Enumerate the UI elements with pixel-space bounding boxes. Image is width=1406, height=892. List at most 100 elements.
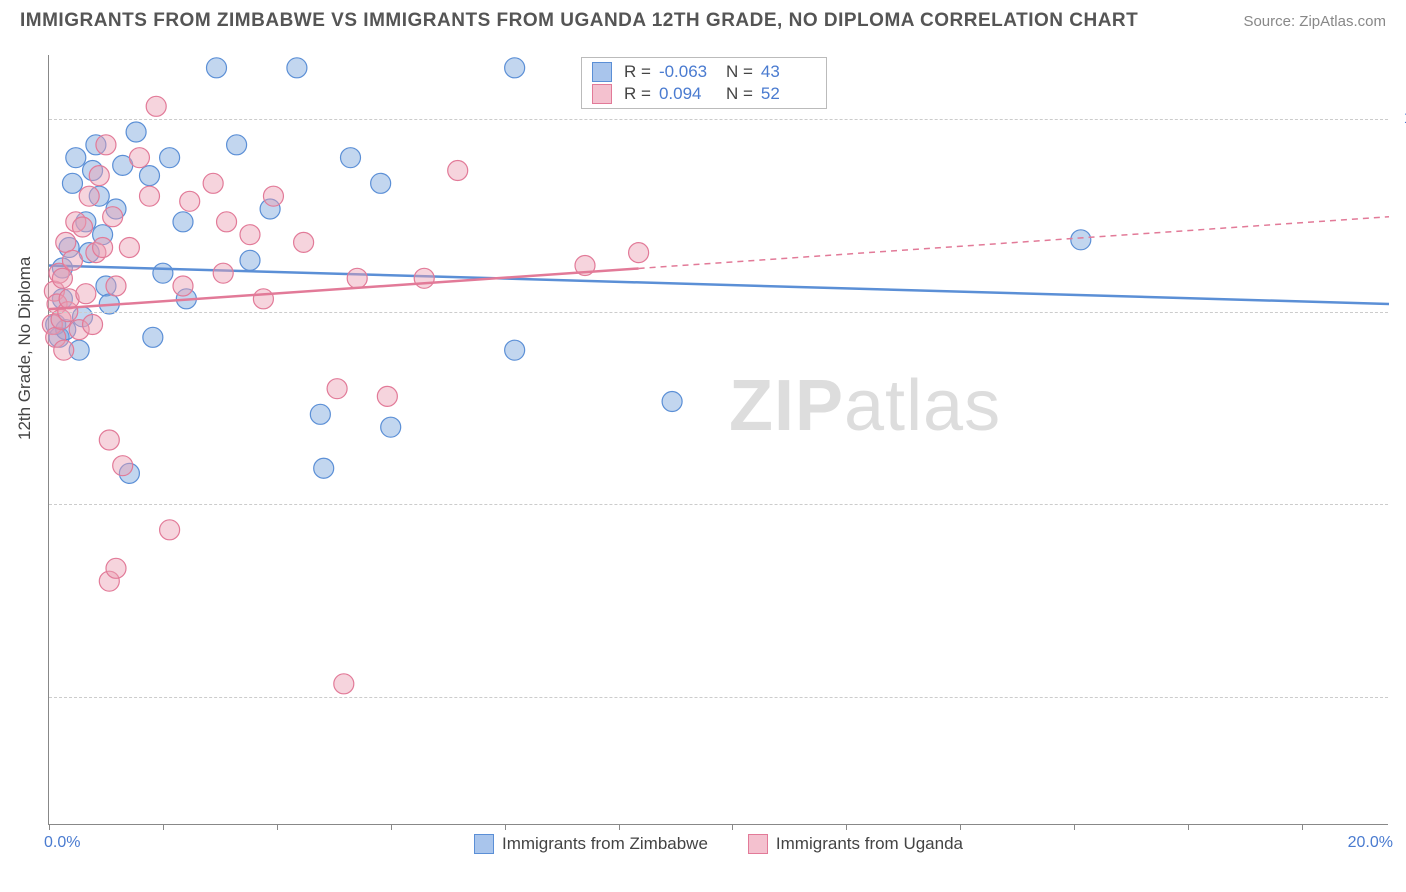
gridline-h [49, 312, 1388, 313]
scatter-point [227, 135, 247, 155]
y-tick-label: 92.5% [1398, 303, 1406, 321]
scatter-point [126, 122, 146, 142]
scatter-point [381, 417, 401, 437]
scatter-point [505, 340, 525, 360]
scatter-point [89, 166, 109, 186]
gridline-h [49, 697, 1388, 698]
stat-r-label: R = [624, 62, 651, 82]
scatter-point [153, 263, 173, 283]
x-tick-label: 20.0% [1348, 834, 1393, 852]
legend-swatch [748, 834, 768, 854]
scatter-point [217, 212, 237, 232]
x-tick-mark [960, 824, 961, 830]
scatter-point [629, 243, 649, 263]
chart-plot-area: ZIPatlas R =-0.063N =43R =0.094N =52 Imm… [48, 55, 1388, 825]
scatter-point [99, 430, 119, 450]
scatter-point [213, 263, 233, 283]
scatter-point [143, 327, 163, 347]
stat-r-value: 0.094 [659, 84, 714, 104]
scatter-point [263, 186, 283, 206]
legend-label: Immigrants from Uganda [776, 834, 963, 854]
legend-swatch [592, 84, 612, 104]
scatter-point [106, 276, 126, 296]
scatter-point [160, 148, 180, 168]
scatter-point [62, 250, 82, 270]
legend-item: Immigrants from Zimbabwe [474, 834, 708, 854]
scatter-point [160, 520, 180, 540]
legend-item: Immigrants from Uganda [748, 834, 963, 854]
scatter-point [448, 161, 468, 181]
x-tick-mark [1302, 824, 1303, 830]
scatter-point [54, 340, 74, 360]
y-tick-label: 100.0% [1398, 110, 1406, 128]
trend-line [49, 265, 1389, 304]
scatter-point [310, 404, 330, 424]
x-tick-mark [163, 824, 164, 830]
scatter-point [294, 232, 314, 252]
y-axis-label: 12th Grade, No Diploma [15, 257, 35, 440]
stat-n-label: N = [726, 62, 753, 82]
scatter-point [52, 268, 72, 288]
legend-swatch [474, 834, 494, 854]
scatter-point [79, 186, 99, 206]
scatter-point [377, 386, 397, 406]
y-tick-label: 85.0% [1398, 495, 1406, 513]
legend-swatch [592, 62, 612, 82]
scatter-point [62, 173, 82, 193]
stats-row: R = 0.094 N = 52 [592, 84, 816, 104]
scatter-point [505, 58, 525, 78]
stats-legend-box: R = -0.063 N = 43 R = 0.094 N = 52 [581, 57, 827, 109]
x-tick-mark [391, 824, 392, 830]
trend-line-dashed [639, 217, 1389, 269]
x-tick-mark [49, 824, 50, 830]
scatter-point [347, 268, 367, 288]
x-tick-mark [846, 824, 847, 830]
x-tick-mark [1188, 824, 1189, 830]
bottom-legend: Immigrants from Zimbabwe Immigrants from … [49, 834, 1388, 854]
stat-n-label: N = [726, 84, 753, 104]
stat-n-value: 52 [761, 84, 816, 104]
scatter-point [73, 217, 93, 237]
scatter-point [253, 289, 273, 309]
stat-n-value: 43 [761, 62, 816, 82]
scatter-point [76, 284, 96, 304]
scatter-point [240, 225, 260, 245]
scatter-point [334, 674, 354, 694]
scatter-point [129, 148, 149, 168]
gridline-h [49, 504, 1388, 505]
scatter-point [207, 58, 227, 78]
scatter-point [371, 173, 391, 193]
scatter-point [180, 191, 200, 211]
scatter-point [1071, 230, 1091, 250]
source-label: Source: ZipAtlas.com [1243, 13, 1386, 30]
scatter-point [341, 148, 361, 168]
scatter-point [327, 379, 347, 399]
stat-r-value: -0.063 [659, 62, 714, 82]
scatter-point [83, 315, 103, 335]
scatter-point [314, 458, 334, 478]
scatter-point [173, 276, 193, 296]
x-tick-mark [505, 824, 506, 830]
x-tick-mark [1074, 824, 1075, 830]
scatter-point [140, 166, 160, 186]
legend-label: Immigrants from Zimbabwe [502, 834, 708, 854]
scatter-point [203, 173, 223, 193]
x-tick-mark [732, 824, 733, 830]
scatter-point [96, 135, 116, 155]
scatter-point [103, 207, 123, 227]
y-tick-label: 77.5% [1398, 688, 1406, 706]
x-tick-mark [277, 824, 278, 830]
scatter-point [56, 232, 76, 252]
scatter-point [113, 456, 133, 476]
gridline-h [49, 119, 1388, 120]
scatter-point [287, 58, 307, 78]
scatter-point [106, 558, 126, 578]
scatter-point [140, 186, 160, 206]
scatter-svg [49, 55, 1388, 824]
x-tick-label: 0.0% [44, 834, 80, 852]
chart-title: IMMIGRANTS FROM ZIMBABWE VS IMMIGRANTS F… [20, 10, 1138, 32]
stats-row: R = -0.063 N = 43 [592, 62, 816, 82]
scatter-point [662, 392, 682, 412]
x-tick-mark [619, 824, 620, 830]
stat-r-label: R = [624, 84, 651, 104]
